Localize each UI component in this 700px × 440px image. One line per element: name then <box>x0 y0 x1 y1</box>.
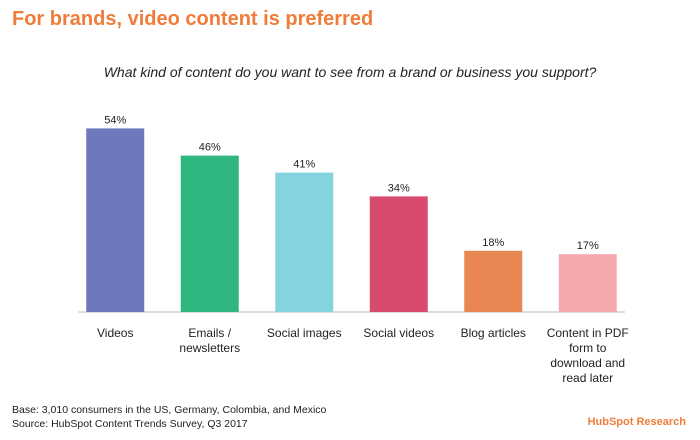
value-label: 34% <box>388 182 410 194</box>
x-tick-label: Content in PDF form to download and read… <box>546 326 629 385</box>
x-tick-label: Emails / newsletters <box>179 326 241 355</box>
chart-subtitle: What kind of content do you want to see … <box>103 64 597 80</box>
bar <box>558 254 617 312</box>
logo: HubSpot Research <box>587 416 686 428</box>
value-label: 17% <box>577 240 599 252</box>
bar <box>275 172 334 312</box>
x-tick-label: Blog articles <box>460 326 526 340</box>
x-tick-label: Videos <box>97 326 134 340</box>
x-tick-label: Social videos <box>363 326 435 340</box>
bar <box>180 155 239 312</box>
value-label: 41% <box>293 159 315 171</box>
x-tick-label: Social images <box>266 326 342 340</box>
footnote-base: Base: 3,010 consumers in the US, Germany… <box>12 404 327 416</box>
value-label: 54% <box>104 114 126 126</box>
bar <box>369 196 428 312</box>
chart-title: For brands, video content is preferred <box>12 8 374 30</box>
value-label: 18% <box>482 237 504 249</box>
bar <box>464 250 523 312</box>
footnote-source: Source: HubSpot Content Trends Survey, Q… <box>12 418 248 430</box>
value-label: 46% <box>199 142 221 154</box>
bar <box>86 128 145 312</box>
